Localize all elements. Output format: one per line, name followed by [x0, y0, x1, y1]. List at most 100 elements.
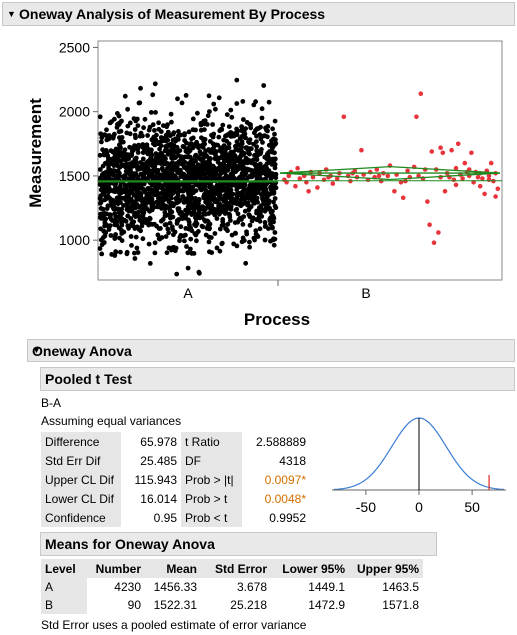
point-a: [114, 176, 120, 181]
point-a: [100, 147, 105, 153]
disclosure-triangle-icon[interactable]: ▼: [32, 345, 41, 355]
point-a: [190, 135, 196, 141]
point-a: [174, 271, 180, 277]
point-a: [255, 181, 260, 187]
point-a: [168, 201, 174, 206]
point-a: [114, 169, 120, 175]
point-a: [182, 132, 187, 138]
point-a: [122, 93, 128, 99]
point-a: [217, 248, 223, 254]
point-a: [172, 174, 178, 180]
point-a: [162, 222, 168, 228]
point-a: [239, 139, 245, 144]
point-a: [170, 227, 176, 232]
point-a: [260, 191, 266, 197]
point-a: [152, 81, 158, 87]
point-a: [213, 152, 218, 158]
point-a: [129, 148, 135, 154]
point-a: [195, 110, 200, 116]
stat-value: 115.943: [134, 472, 178, 487]
point-a: [178, 174, 184, 180]
point-a: [214, 245, 220, 251]
means-table: Level Number Mean Std Error Lower 95% Up…: [41, 559, 423, 614]
point-a: [105, 162, 111, 168]
point-a: [141, 210, 147, 215]
point-a: [144, 192, 150, 198]
point-a: [268, 221, 273, 227]
point-a: [159, 152, 165, 157]
table-row: Upper CL Dif 115.943 Prob > |t| 0.0097*: [41, 470, 310, 489]
point-a: [241, 134, 247, 139]
point-a: [184, 181, 190, 187]
point-a: [107, 156, 112, 162]
point-a: [263, 223, 268, 229]
point-a: [155, 204, 160, 210]
point-a: [264, 152, 270, 157]
pooled-t-test-header[interactable]: Pooled t Test: [40, 367, 515, 391]
point-a: [217, 197, 223, 202]
point-b: [480, 176, 485, 181]
point-a: [157, 146, 163, 152]
oneway-anova-header[interactable]: ▼ Oneway Anova: [27, 339, 515, 362]
point-a: [108, 233, 114, 238]
report-title-bar[interactable]: ▼ Oneway Analysis of Measurement By Proc…: [2, 2, 515, 26]
point-b: [431, 240, 437, 245]
point-a: [132, 250, 137, 256]
point-a: [235, 128, 240, 134]
x-tick-b: B: [361, 285, 370, 301]
point-a: [271, 199, 276, 205]
point-a: [126, 176, 132, 182]
column-header: Level: [41, 559, 87, 578]
point-b: [495, 186, 501, 192]
stat-label: Prob > t: [181, 489, 242, 508]
point-a: [135, 250, 141, 255]
point-b: [436, 230, 441, 235]
point-a: [226, 141, 232, 147]
point-a: [103, 196, 109, 202]
point-a: [129, 208, 135, 214]
point-a: [125, 213, 131, 219]
point-a: [225, 195, 231, 201]
point-a: [138, 85, 143, 91]
point-a: [245, 157, 251, 163]
point-a: [155, 156, 161, 162]
point-a: [263, 171, 268, 177]
point-a: [246, 185, 252, 191]
point-a: [138, 228, 144, 234]
report-title: Oneway Analysis of Measurement By Proces…: [19, 6, 326, 22]
point-b: [486, 173, 492, 179]
table-cell: 1571.8: [382, 598, 419, 612]
point-b: [469, 150, 474, 156]
point-a: [99, 251, 105, 257]
point-a: [148, 188, 154, 194]
point-a: [97, 246, 103, 251]
table-cell: 1463.5: [382, 580, 419, 594]
point-a: [235, 192, 241, 198]
point-a: [161, 161, 167, 167]
point-a: [262, 164, 267, 170]
point-a: [129, 188, 135, 193]
point-a: [180, 144, 186, 149]
point-a: [122, 183, 128, 188]
point-a: [212, 231, 218, 236]
point-a: [234, 201, 239, 207]
disclosure-triangle-icon[interactable]: ▼: [7, 9, 16, 19]
point-a: [207, 225, 213, 231]
stat-label: Lower CL Dif: [41, 489, 121, 508]
point-a: [198, 151, 204, 157]
point-a: [112, 151, 118, 157]
means-header[interactable]: Means for Oneway Anova: [40, 532, 437, 556]
point-b: [293, 183, 298, 189]
point-a: [240, 222, 246, 227]
point-a: [193, 216, 199, 222]
point-b: [451, 177, 457, 183]
point-a: [126, 191, 132, 197]
point-a: [263, 182, 269, 188]
point-a: [113, 184, 118, 190]
point-a: [111, 161, 117, 167]
point-a: [159, 138, 164, 144]
point-a: [207, 139, 213, 144]
point-a: [132, 132, 138, 138]
point-a: [160, 173, 166, 178]
table-row: Lower CL Dif 16.014 Prob > t 0.0048*: [41, 489, 310, 508]
